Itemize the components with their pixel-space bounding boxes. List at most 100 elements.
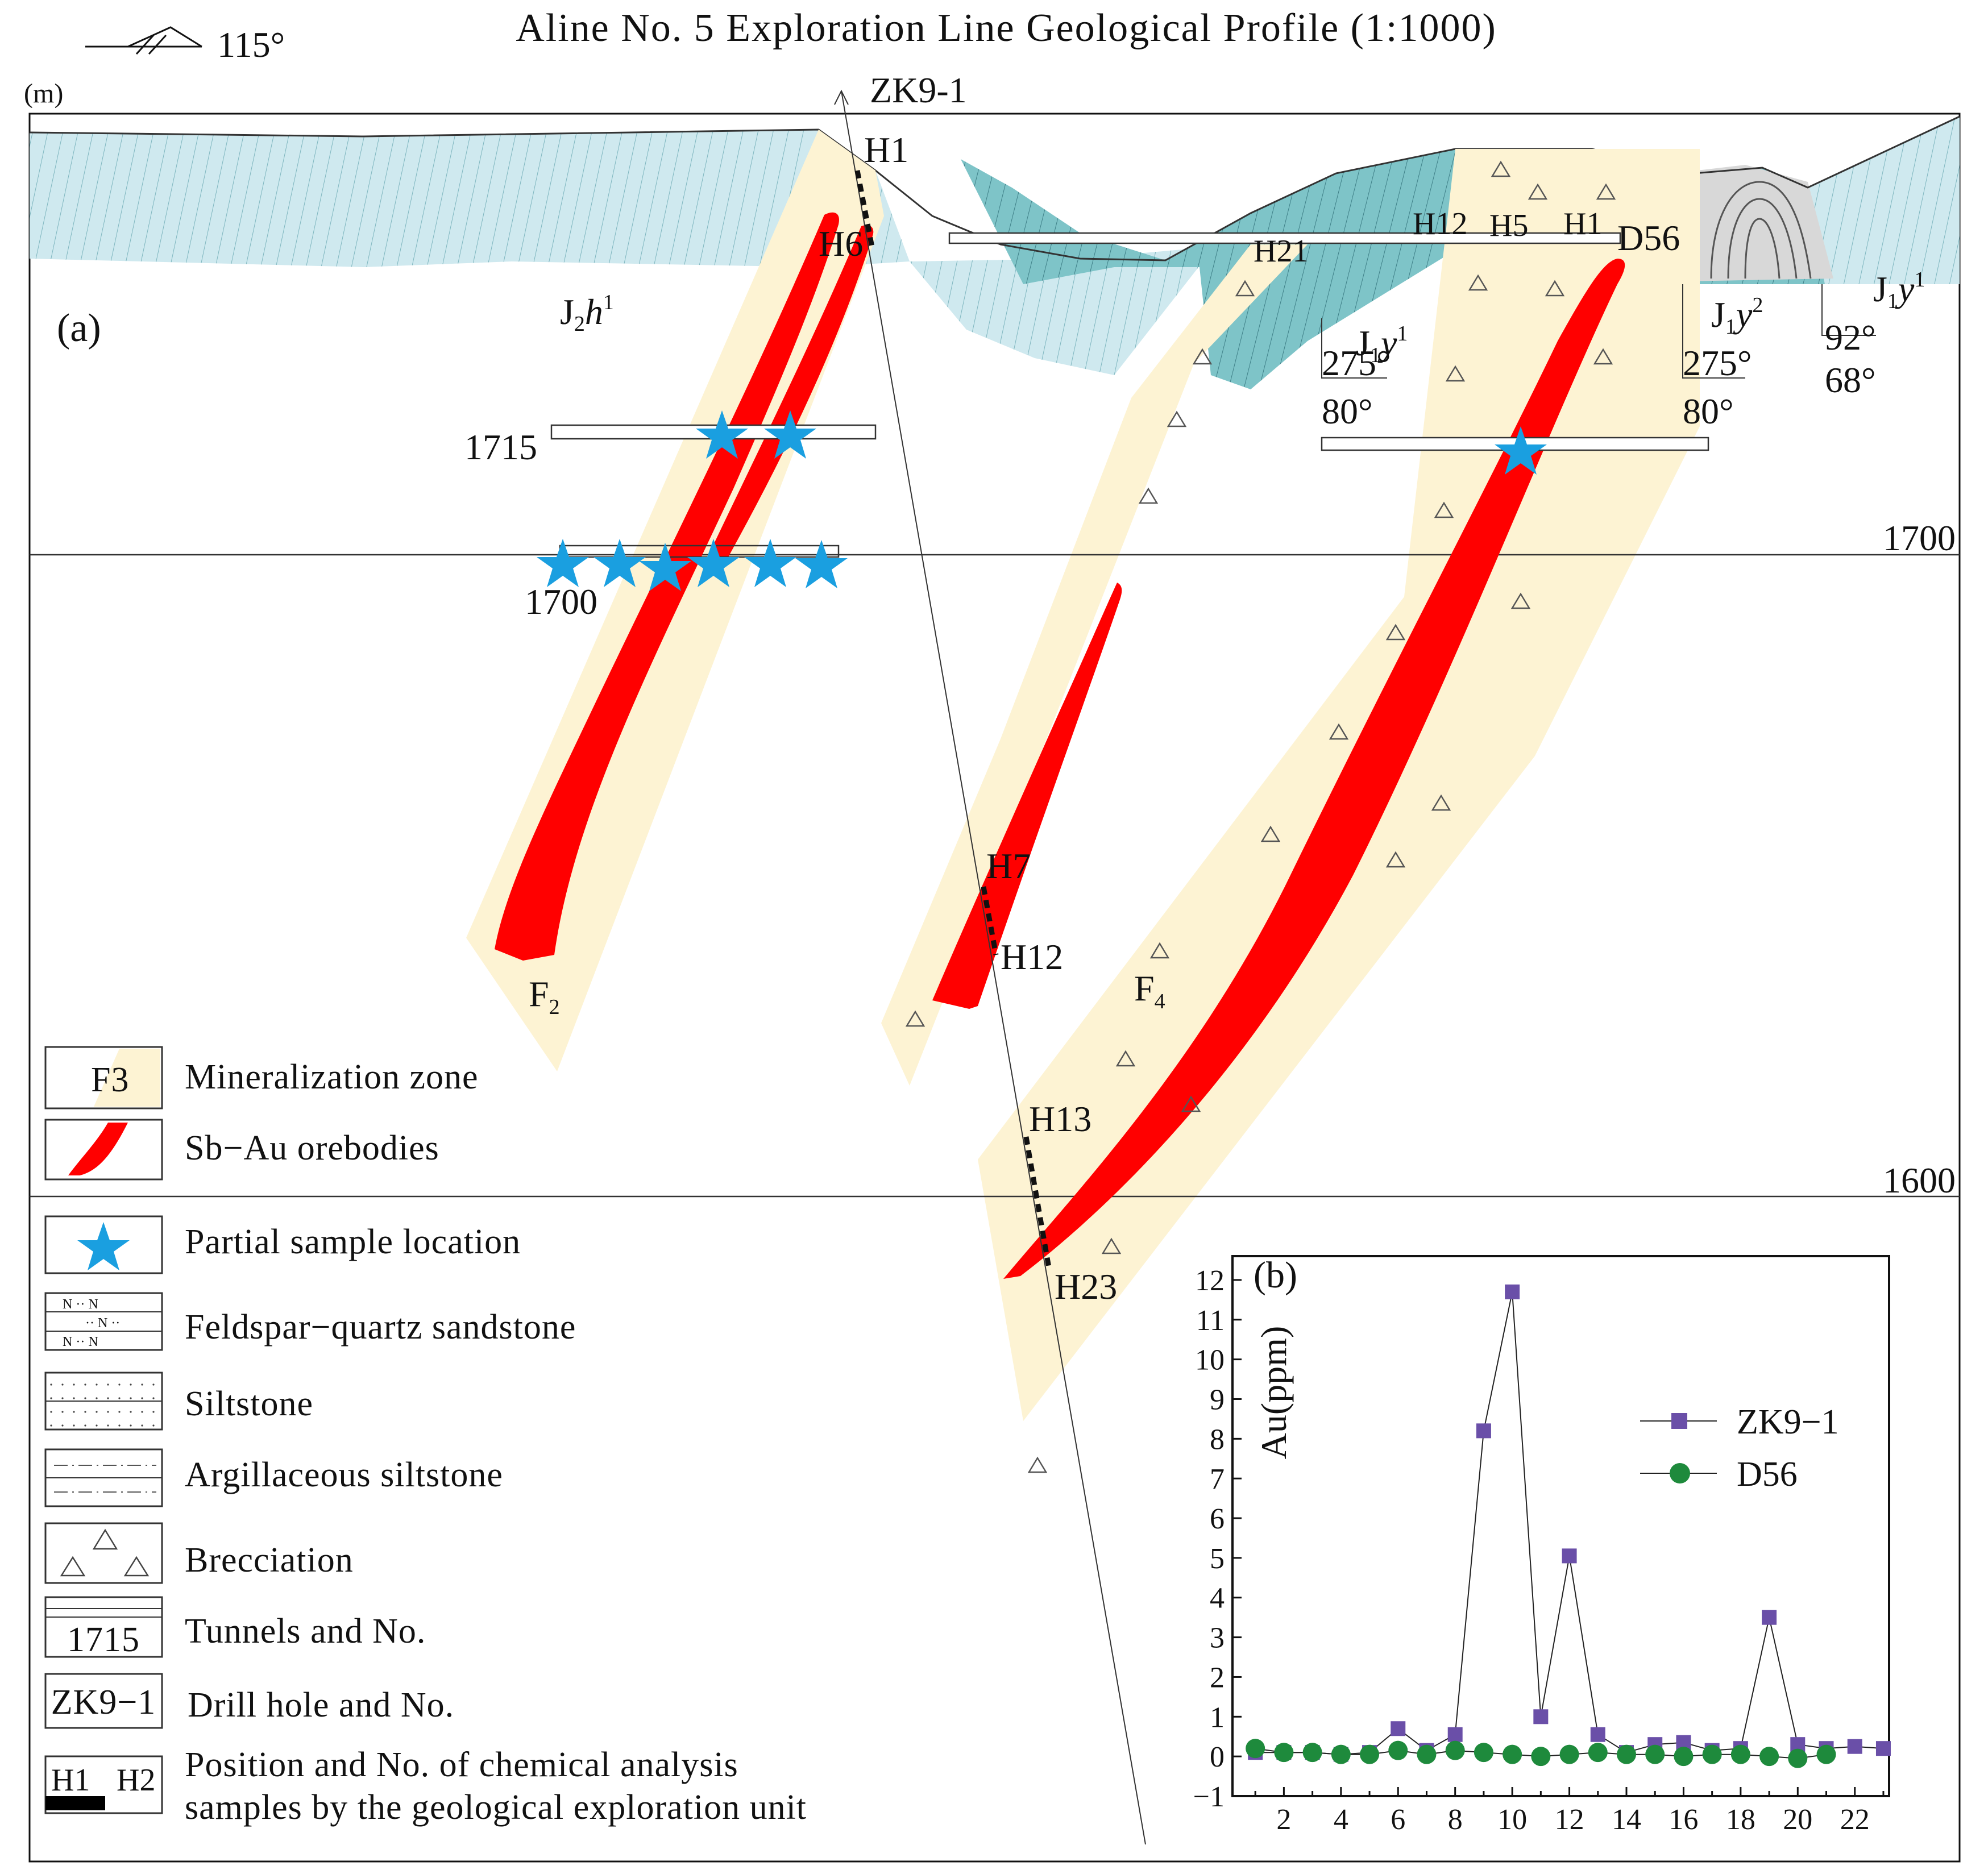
sample-label-h6: H6 [819,223,863,264]
fault-label-f2: F2 [529,974,560,1019]
legend-marker-d56 [1670,1463,1690,1483]
data-point-d56 [1702,1744,1722,1764]
data-point-d56 [1531,1747,1551,1767]
elevation-label-1600: 1600 [1883,1160,1956,1200]
data-point-zk [1590,1727,1605,1742]
sample-label-h1-top: H1 [864,130,908,170]
y-tick-label: 0 [1210,1741,1225,1773]
sample-star [687,539,740,587]
legend-label-orebodies: Sb−Au orebodies [185,1129,439,1167]
x-tick-label: 6 [1391,1803,1405,1836]
legend-label-feldspar: Feldspar−quartz sandstone [185,1308,576,1347]
orebody-f3 [932,583,1122,1009]
strike-direction-indicator [85,26,202,55]
y-tick-label: 5 [1210,1543,1225,1575]
legend-item-drill: ZK9−1 Drill hole and No. [44,1673,454,1729]
sample-label-h13: H13 [1029,1099,1091,1139]
y-tick-label: 12 [1195,1265,1225,1297]
strike-azimuth: 115° [217,24,285,65]
legend-item-feldspar: N ·· N ·· N ·· N ·· N Feldspar−quartz sa… [44,1292,576,1351]
attitude-1-direction: 275° [1322,343,1391,383]
sample-label-h1-tunnel: H1 [1563,206,1602,242]
legend-item-mineralization: F3 Mineralization zone [44,1046,479,1109]
legend-item-chemical: H1 H2 Position and No. of chemical analy… [44,1746,806,1827]
legend-item-sample: Partial sample location [44,1215,521,1274]
tunnel-label-1715: 1715 [464,427,537,467]
data-point-zk [1447,1727,1463,1742]
sample-label-h23: H23 [1055,1266,1117,1307]
data-point-d56 [1417,1744,1437,1764]
sample-label-d56: D56 [1617,218,1680,258]
sample-star [1495,426,1547,475]
y-tick-label: 2 [1210,1661,1225,1694]
x-tick-label: 20 [1783,1803,1812,1836]
data-point-d56 [1674,1747,1694,1767]
data-point-d56 [1445,1740,1465,1760]
sample-star [639,543,691,591]
legend-item-orebodies: Sb−Au orebodies [44,1119,439,1181]
sample-star [744,539,796,587]
svg-text:J1y2: J1y2 [1711,293,1763,339]
data-point-d56 [1474,1743,1493,1763]
legend-label-chem-1: Position and No. of chemical analysis [185,1746,738,1784]
legend-label-tunnels: Tunnels and No. [185,1612,426,1651]
y-tick-label: 7 [1210,1463,1225,1495]
data-point-d56 [1559,1744,1579,1764]
sample-star [594,539,646,587]
stratum-label-j1y1-east: J1y1 [1873,268,1925,313]
attitude-3-direction: 92° [1825,317,1876,358]
data-point-zk [1505,1284,1520,1299]
legend: F3 Mineralization zone Sb−Au orebodies P… [44,1046,806,1827]
legend-swatch-h2: H2 [117,1763,155,1798]
legend-label-brecciation: Brecciation [185,1541,354,1580]
data-point-zk [1391,1721,1406,1736]
data-point-d56 [1360,1744,1380,1764]
svg-text:N ·· N: N ·· N [63,1297,98,1312]
legend-swatch-f3: F3 [91,1061,129,1099]
attitude-1-dip: 80° [1322,391,1373,431]
data-point-d56 [1588,1743,1608,1763]
data-point-d56 [1645,1744,1665,1764]
attitude-2-dip: 80° [1683,391,1734,431]
data-point-zk [1533,1709,1549,1724]
legend-entry-1: D56 [1737,1455,1798,1494]
y-tick-label: 8 [1210,1423,1225,1456]
legend-label-drill: Drill hole and No. [188,1686,454,1724]
svg-text:J1y1: J1y1 [1873,268,1925,313]
plot-frame [1231,1255,1890,1797]
data-point-d56 [1759,1747,1779,1767]
y-tick-label: 3 [1210,1622,1225,1655]
orebody-f2-branch [705,225,874,568]
sample-label-h5: H5 [1489,208,1528,243]
stratum-feldspar [961,149,1455,389]
sample-star [764,410,816,459]
y-tick-label: −1 [1193,1781,1225,1813]
x-tick-label: 8 [1448,1803,1463,1836]
legend-label-mineralization: Mineralization zone [185,1058,479,1096]
sample-label-h21: H21 [1254,234,1308,269]
attitude-3-dip: 68° [1825,360,1876,400]
y-axis-label: Au(ppm) [1254,1326,1294,1460]
fold-lines [1710,181,1812,279]
data-point-d56 [1388,1740,1408,1760]
orebody-f4 [1003,259,1625,1279]
legend-item-argillaceous: Argillaceous siltstone [44,1448,503,1507]
elevation-label-1700: 1700 [1883,518,1956,558]
profile-panel-a: 1700 1600 ZK9-1 1715 1700 [28,70,1961,1863]
legend-label-argillaceous: Argillaceous siltstone [185,1456,503,1494]
data-point-d56 [1246,1739,1265,1759]
data-point-d56 [1816,1744,1836,1764]
y-tick-label: 11 [1196,1304,1225,1337]
legend-label-sample: Partial sample location [185,1223,521,1261]
legend-marker-zk [1671,1413,1687,1429]
legend-item-siltstone: Siltstone [44,1372,313,1431]
data-point-zk [1562,1548,1577,1564]
legend-item-brecciation: Brecciation [44,1522,354,1584]
sample-star [696,410,748,459]
legend-item-tunnels: 1715 Tunnels and No. [44,1596,426,1659]
x-tick-label: 14 [1612,1803,1641,1836]
data-point-d56 [1302,1743,1322,1763]
sample-label-h12: H12 [1001,937,1063,977]
